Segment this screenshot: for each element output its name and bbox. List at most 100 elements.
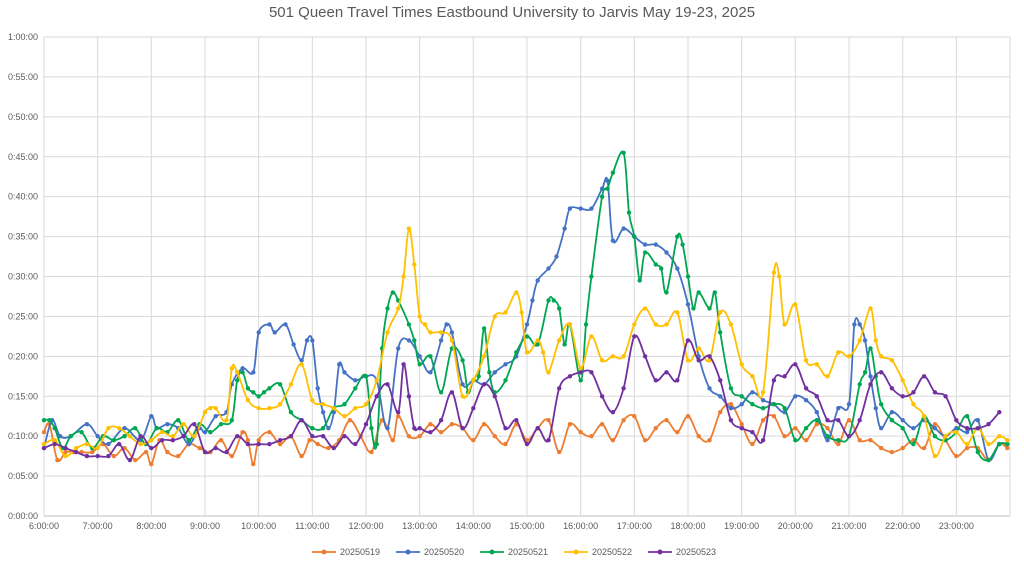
data-point (165, 422, 170, 427)
data-point (481, 326, 487, 331)
data-point (460, 394, 465, 399)
data-point (74, 445, 79, 451)
data-point (149, 438, 154, 443)
x-tick-label: 9:00:00 (190, 521, 220, 531)
data-point (401, 274, 406, 279)
data-point (342, 370, 347, 375)
data-point (696, 290, 701, 295)
data-point (718, 410, 723, 415)
data-point (299, 418, 304, 423)
data-point (857, 382, 862, 387)
data-point (396, 306, 401, 311)
data-point (363, 374, 369, 379)
y-tick-label: 1:00:00 (8, 32, 38, 42)
data-point (642, 438, 648, 443)
data-point (567, 422, 573, 427)
data-point (632, 334, 637, 339)
data-point (857, 418, 862, 423)
data-point (213, 445, 218, 451)
data-point (133, 426, 138, 431)
data-point (417, 434, 422, 439)
data-point (557, 449, 562, 455)
data-point (782, 322, 787, 327)
data-point (546, 418, 551, 423)
data-point (879, 426, 884, 431)
data-point (41, 445, 47, 451)
data-point (750, 430, 755, 435)
series-20250519 (41, 402, 1010, 467)
data-point (707, 354, 712, 359)
data-point (857, 338, 862, 343)
x-tick-label: 12:00:00 (348, 521, 383, 531)
data-point (696, 346, 701, 351)
data-point (256, 406, 261, 411)
data-point (862, 338, 868, 343)
data-point (127, 434, 133, 439)
data-point (218, 422, 224, 427)
data-point (143, 449, 149, 455)
data-point (530, 298, 535, 303)
data-point (846, 418, 852, 423)
data-point (685, 414, 691, 419)
data-point (718, 378, 723, 383)
data-point (503, 426, 508, 431)
data-point (760, 418, 766, 423)
data-point (417, 426, 422, 431)
data-point (342, 402, 347, 407)
data-point (760, 398, 766, 403)
data-point (438, 390, 444, 395)
data-point (814, 394, 819, 399)
y-tick-label: 0:10:00 (8, 431, 38, 441)
data-point (889, 410, 895, 415)
y-axis-tick-labels: 0:00:00 0:05:00 0:10:00 0:15:00 0:20:00 0:25:… (8, 32, 38, 521)
x-tick-label: 11:00:00 (295, 521, 329, 531)
data-point (471, 438, 476, 443)
data-point (84, 453, 90, 459)
data-point (417, 314, 422, 319)
data-point (889, 358, 895, 363)
data-point (653, 242, 658, 247)
legend-label: 20250521 (508, 547, 548, 557)
data-point (208, 406, 213, 411)
data-point (277, 438, 283, 443)
data-point (771, 414, 777, 419)
data-point (245, 386, 251, 391)
data-point (524, 438, 530, 443)
legend-item-20250523: 20250523 (648, 547, 716, 557)
data-point (55, 457, 60, 463)
data-point (63, 445, 68, 451)
data-point (546, 438, 551, 443)
data-point (342, 434, 347, 439)
data-point (964, 414, 970, 419)
data-point (363, 422, 369, 427)
data-point (460, 358, 465, 363)
data-point (599, 422, 605, 427)
data-point (428, 354, 433, 359)
data-point (932, 390, 938, 395)
data-point (41, 441, 47, 447)
data-point (449, 390, 455, 395)
data-point (599, 394, 605, 399)
data-point (390, 438, 395, 443)
data-point (320, 410, 326, 415)
data-point (460, 426, 465, 431)
data-point (718, 330, 723, 335)
data-point (401, 362, 406, 367)
series-line-20250522 (43, 227, 1008, 458)
data-point (803, 386, 809, 391)
data-point (943, 434, 948, 439)
data-point (793, 426, 798, 431)
data-point (551, 298, 556, 303)
data-point (192, 434, 197, 439)
data-point (396, 414, 401, 419)
y-tick-label: 0:20:00 (8, 351, 38, 361)
data-point (315, 441, 320, 447)
data-point (369, 449, 374, 455)
data-point (868, 382, 873, 387)
data-point (149, 414, 154, 419)
data-point (288, 410, 294, 415)
data-point (261, 390, 267, 395)
data-point (836, 350, 841, 355)
data-point (911, 390, 916, 395)
y-tick-label: 0:45:00 (8, 152, 38, 162)
